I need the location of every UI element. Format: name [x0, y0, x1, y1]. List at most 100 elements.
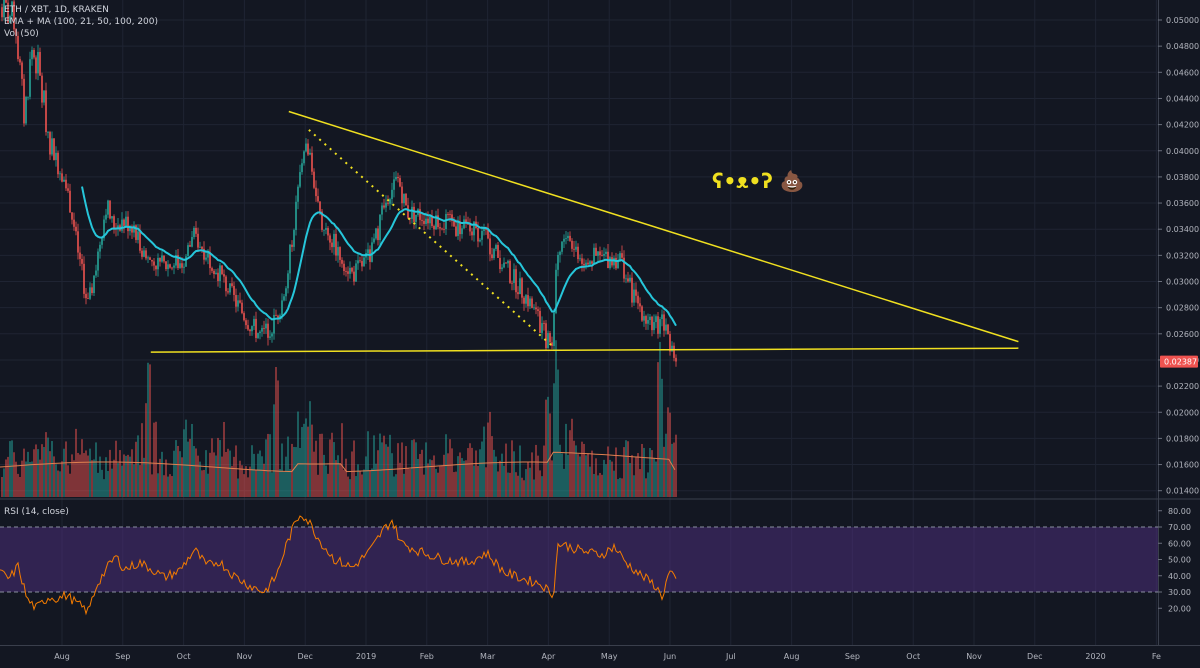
volume-bar — [47, 437, 49, 497]
volume-bar — [327, 473, 329, 497]
volume-bar — [13, 452, 15, 497]
candle-body — [267, 323, 269, 338]
candle-body — [193, 227, 195, 238]
candle-body — [279, 315, 281, 318]
volume-bar — [305, 418, 307, 497]
volume-bar — [471, 447, 473, 497]
price-candles — [1, 0, 677, 367]
candle-body — [617, 261, 619, 269]
candle-body — [125, 216, 127, 226]
volume-bar — [631, 455, 633, 497]
price-tick-label: 0.03400 — [1166, 225, 1199, 234]
price-tick-label: 0.02800 — [1166, 304, 1199, 313]
price-tick-label: 0.02200 — [1166, 382, 1199, 391]
volume-bar — [167, 476, 169, 497]
volume-bar — [493, 449, 495, 497]
candle-body — [127, 216, 129, 232]
candle-body — [87, 298, 89, 299]
candle-body — [521, 278, 523, 298]
volume-bar — [81, 439, 83, 497]
volume-bar — [23, 448, 25, 497]
volume-bar — [115, 440, 117, 497]
symbol-legend[interactable]: ETH / XBT, 1D, KRAKEN — [4, 5, 109, 15]
candle-body — [379, 214, 381, 241]
candle-body — [585, 262, 587, 266]
volume-bar — [163, 475, 165, 497]
candle-body — [255, 318, 257, 338]
candle-body — [167, 264, 169, 270]
candle-body — [629, 277, 631, 282]
candle-body — [105, 214, 107, 220]
volume-bar — [459, 452, 461, 497]
candle-body — [529, 298, 531, 307]
candle-body — [111, 216, 113, 219]
candle-body — [421, 219, 423, 221]
volume-bar — [643, 447, 645, 497]
volume-bar — [225, 451, 227, 497]
volume-bar — [127, 454, 129, 497]
volume-bar — [67, 465, 69, 497]
candle-body — [37, 52, 39, 74]
volume-bar — [373, 435, 375, 497]
candle-body — [573, 248, 575, 250]
volume-bar — [481, 441, 483, 497]
candle-body — [451, 214, 453, 222]
volume-bar — [85, 450, 87, 497]
candle-body — [17, 35, 19, 60]
candle-body — [191, 237, 193, 247]
candle-body — [663, 314, 665, 331]
volume-bar — [407, 467, 409, 497]
volume-bar — [539, 470, 541, 497]
candle-body — [133, 225, 135, 233]
volume-bar — [511, 440, 513, 497]
indicator-legend[interactable]: EMA + MA (100, 21, 50, 100, 200) — [4, 17, 159, 27]
candle-body — [263, 328, 265, 329]
volume-bar — [557, 369, 559, 497]
volume-bar — [489, 411, 491, 497]
volume-bar — [491, 436, 493, 497]
ema-21-line — [81, 186, 677, 327]
volume-bar — [39, 459, 41, 497]
annotation-text[interactable]: ʕ•ᴥ•ʔ 💩 — [712, 169, 805, 193]
volume-bar — [105, 457, 107, 497]
volume-bar — [625, 440, 627, 497]
rsi-tick-label: 30.00 — [1168, 588, 1191, 597]
volume-bar — [607, 446, 609, 497]
rsi-legend[interactable]: RSI (14, close) — [4, 507, 69, 517]
volume-bar — [25, 461, 27, 497]
candle-body — [215, 272, 217, 275]
volume-bar — [567, 454, 569, 497]
volume-legend[interactable]: Vol (50) — [4, 29, 39, 39]
candle-body — [97, 251, 99, 271]
volume-bar — [227, 448, 229, 497]
volume-bar — [429, 459, 431, 497]
volume-bar — [531, 452, 533, 497]
candle-body — [395, 177, 397, 180]
volume-bar — [209, 452, 211, 497]
candle-body — [525, 295, 527, 304]
volume-bar — [477, 465, 479, 497]
volume-bar — [201, 470, 203, 497]
candle-body — [269, 336, 271, 338]
volume-bar — [141, 423, 143, 497]
volume-bar — [71, 454, 73, 497]
volume-bar — [151, 474, 153, 497]
volume-bar — [49, 451, 51, 497]
candle-body — [239, 300, 241, 303]
candle-body — [545, 323, 547, 349]
volume-bar — [271, 472, 273, 497]
volume-bar — [43, 447, 45, 497]
volume-bar — [613, 470, 615, 497]
volume-bar — [229, 450, 231, 497]
volume-bar — [499, 460, 501, 497]
candle-body — [247, 325, 249, 330]
candle-body — [403, 193, 405, 204]
candle-body — [265, 323, 267, 329]
candle-body — [253, 318, 255, 327]
volume-bar — [577, 454, 579, 497]
rsi-tick-label: 50.00 — [1168, 556, 1191, 565]
volume-bar — [611, 461, 613, 497]
candle-body — [103, 219, 105, 239]
volume-bar — [467, 448, 469, 497]
